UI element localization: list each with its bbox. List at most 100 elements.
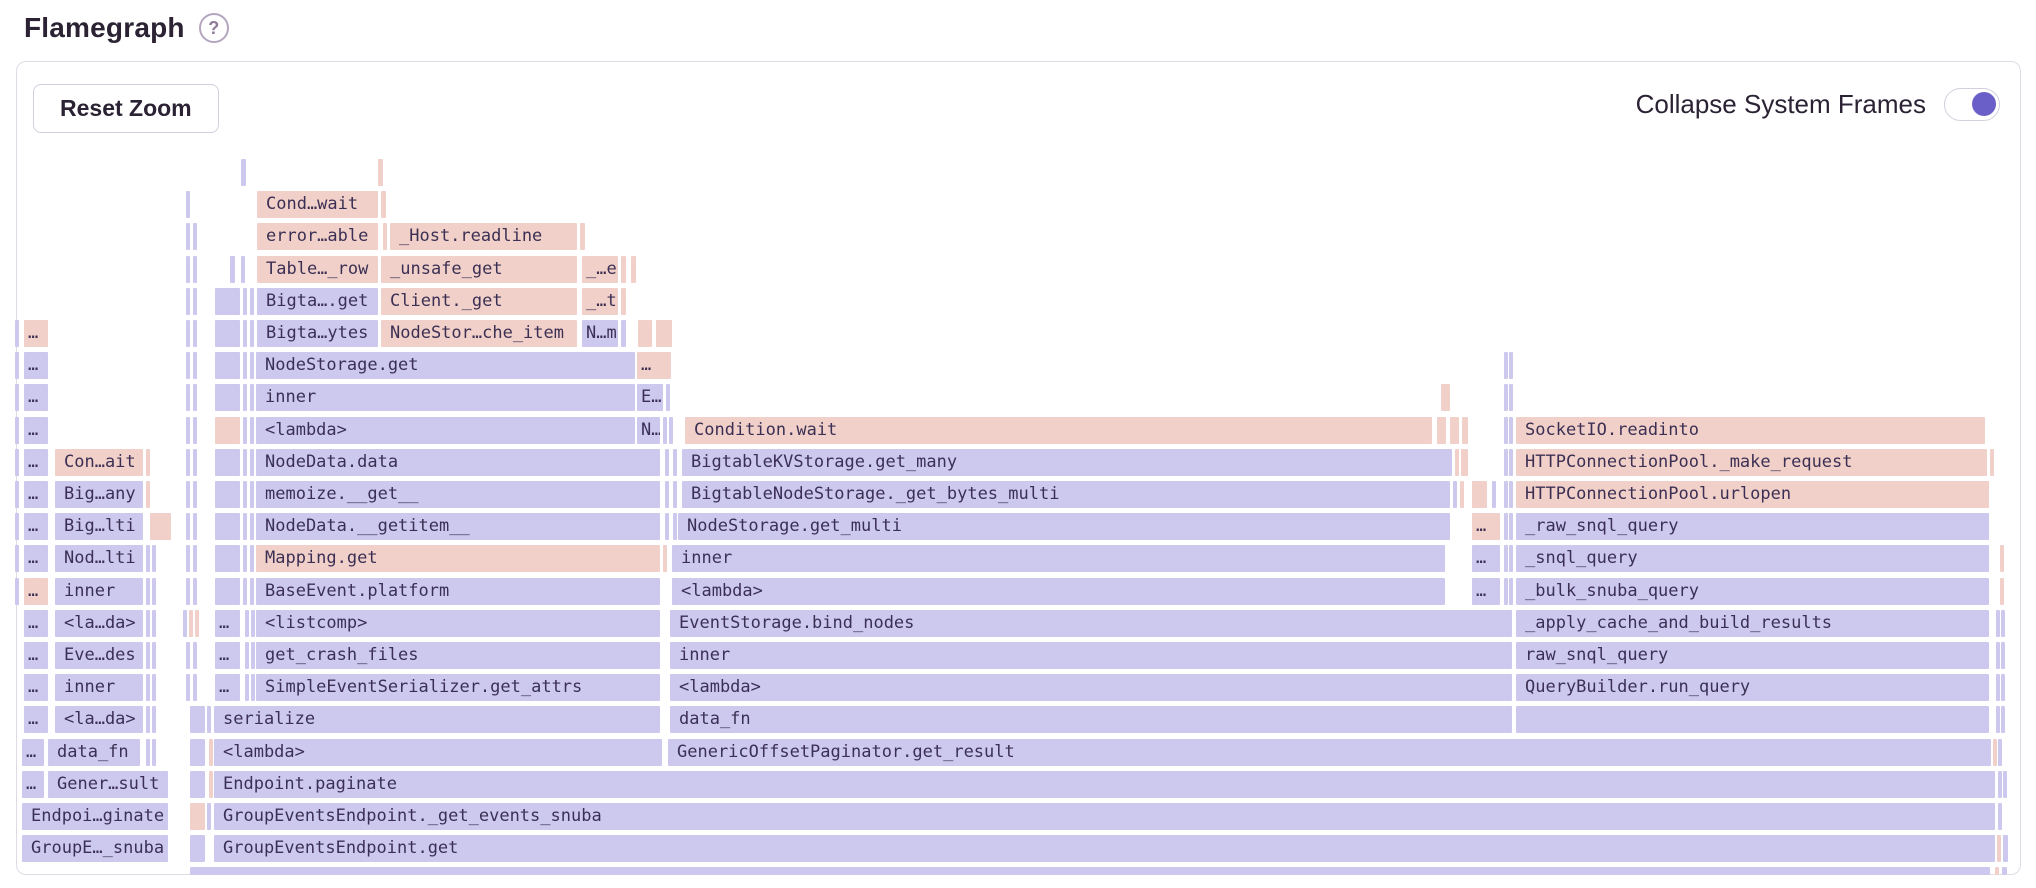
flamegraph-frame[interactable] [1995, 867, 1999, 875]
flamegraph-frame[interactable] [146, 610, 150, 637]
flamegraph-frame[interactable] [2002, 867, 2007, 875]
flamegraph-frame[interactable] [15, 513, 19, 540]
flamegraph-frame[interactable]: … [24, 545, 48, 572]
flamegraph-frame[interactable] [250, 578, 254, 605]
flamegraph-frame[interactable] [146, 706, 150, 733]
flamegraph-frame[interactable] [186, 674, 190, 701]
flamegraph-frame[interactable] [250, 449, 254, 476]
flamegraph-frame[interactable]: Condition.wait [685, 417, 1432, 444]
flamegraph-frame[interactable] [190, 739, 205, 766]
flamegraph-frame[interactable] [1472, 481, 1487, 508]
flamegraph-frame[interactable]: GroupEventsEndpoint._get_events_snuba [214, 803, 1995, 830]
flamegraph-frame[interactable]: … [24, 642, 48, 669]
flamegraph-frame[interactable] [2000, 545, 2004, 572]
collapse-system-frames-toggle[interactable] [1944, 88, 2000, 121]
flamegraph-frame[interactable] [186, 288, 190, 315]
flamegraph-frame[interactable]: <lambda> [670, 674, 1512, 701]
flamegraph-frame[interactable] [580, 223, 585, 250]
flamegraph-frame[interactable] [250, 481, 254, 508]
flamegraph-frame[interactable]: _unsafe_get [381, 256, 577, 283]
flamegraph-frame[interactable] [1997, 835, 2001, 862]
flamegraph-frame[interactable] [152, 642, 156, 669]
flamegraph-frame[interactable] [243, 384, 247, 411]
flamegraph-frame[interactable]: <la…da> [55, 706, 143, 733]
flamegraph-frame[interactable] [1996, 706, 2000, 733]
flamegraph-frame[interactable] [1461, 449, 1468, 476]
flamegraph-frame[interactable] [15, 481, 19, 508]
flamegraph-frame[interactable] [2001, 642, 2005, 669]
flamegraph-frame[interactable] [215, 578, 240, 605]
flamegraph-frame[interactable] [250, 545, 254, 572]
flamegraph-frame[interactable]: N…m [582, 320, 618, 347]
flamegraph-frame[interactable] [665, 481, 669, 508]
flamegraph-frame[interactable] [15, 578, 19, 605]
flamegraph-frame[interactable] [245, 610, 249, 637]
flamegraph-frame[interactable] [2001, 674, 2005, 701]
flamegraph-frame[interactable] [186, 513, 190, 540]
flamegraph-frame[interactable] [243, 545, 247, 572]
flamegraph-frame[interactable] [193, 513, 197, 540]
flamegraph-frame[interactable]: _apply_cache_and_build_results [1516, 610, 1989, 637]
flamegraph-frame[interactable]: Big…lti [55, 513, 143, 540]
flamegraph-frame[interactable] [1504, 545, 1508, 572]
flamegraph-frame[interactable]: … [24, 674, 48, 701]
flamegraph-frame[interactable] [1450, 417, 1459, 444]
flamegraph-frame[interactable] [250, 352, 254, 379]
flamegraph-frame[interactable] [152, 610, 156, 637]
flamegraph-frame[interactable]: Endpoint.paginate [214, 771, 1995, 798]
flamegraph-frame[interactable] [1996, 674, 2000, 701]
flamegraph-frame[interactable] [1504, 384, 1508, 411]
flamegraph-frame[interactable]: inner [55, 578, 143, 605]
flamegraph-frame[interactable]: error…able [257, 223, 378, 250]
flamegraph-frame[interactable] [1998, 771, 2002, 798]
flamegraph-frame[interactable] [193, 223, 197, 250]
flamegraph-frame[interactable] [146, 449, 150, 476]
flamegraph-frame[interactable] [1453, 481, 1457, 508]
flamegraph-frame[interactable] [186, 481, 190, 508]
flamegraph-frame[interactable] [186, 256, 190, 283]
flamegraph-frame[interactable]: <lambda> [256, 417, 635, 444]
flamegraph-frame[interactable] [1509, 578, 1513, 605]
flamegraph-frame[interactable] [230, 256, 235, 283]
flamegraph-frame[interactable] [193, 320, 197, 347]
flamegraph-frame[interactable] [665, 449, 669, 476]
flamegraph-frame[interactable]: <listcomp> [256, 610, 660, 637]
flamegraph-frame[interactable] [186, 449, 190, 476]
flamegraph-frame[interactable]: <la…da> [55, 610, 143, 637]
flamegraph-frame[interactable] [1504, 513, 1508, 540]
flamegraph-frame[interactable] [251, 642, 255, 669]
flamegraph-frame[interactable]: Big…any [55, 481, 143, 508]
flamegraph-frame[interactable]: … [215, 674, 240, 701]
flamegraph-frame[interactable] [669, 417, 673, 444]
flamegraph-frame[interactable] [152, 578, 156, 605]
flamegraph-frame[interactable]: Bigta…ytes [257, 320, 378, 347]
flamegraph-frame[interactable] [152, 674, 156, 701]
flamegraph-frame[interactable] [1455, 449, 1459, 476]
flamegraph-frame[interactable] [146, 674, 150, 701]
flamegraph-frame[interactable]: data_fn [48, 739, 140, 766]
flamegraph-frame[interactable] [243, 578, 247, 605]
flamegraph-frame[interactable] [193, 481, 197, 508]
flamegraph-frame[interactable] [241, 159, 246, 186]
flamegraph-frame[interactable]: Cond…wait [257, 191, 378, 218]
flamegraph-frame[interactable] [190, 867, 1990, 875]
flamegraph-frame[interactable] [251, 610, 255, 637]
flamegraph-frame[interactable] [186, 320, 190, 347]
flamegraph-frame[interactable] [251, 674, 255, 701]
flamegraph-frame[interactable]: … [24, 449, 48, 476]
flamegraph-frame[interactable] [2001, 706, 2005, 733]
flamegraph-frame[interactable]: SocketIO.readinto [1516, 417, 1985, 444]
flamegraph-frame[interactable]: … [24, 610, 48, 637]
flamegraph-frame[interactable] [1993, 739, 1997, 766]
flamegraph-frame[interactable] [1509, 449, 1513, 476]
flamegraph-frame[interactable] [245, 674, 249, 701]
flamegraph-frame[interactable] [193, 449, 197, 476]
flamegraph-frame[interactable]: … [22, 771, 44, 798]
flamegraph-frame[interactable] [15, 352, 19, 379]
flamegraph-frame[interactable] [186, 384, 190, 411]
flamegraph-frame[interactable] [193, 417, 197, 444]
flamegraph-frame[interactable] [209, 739, 213, 766]
flamegraph-frame[interactable] [250, 513, 254, 540]
flamegraph-frame[interactable] [193, 288, 197, 315]
flamegraph-frame[interactable] [190, 803, 205, 830]
